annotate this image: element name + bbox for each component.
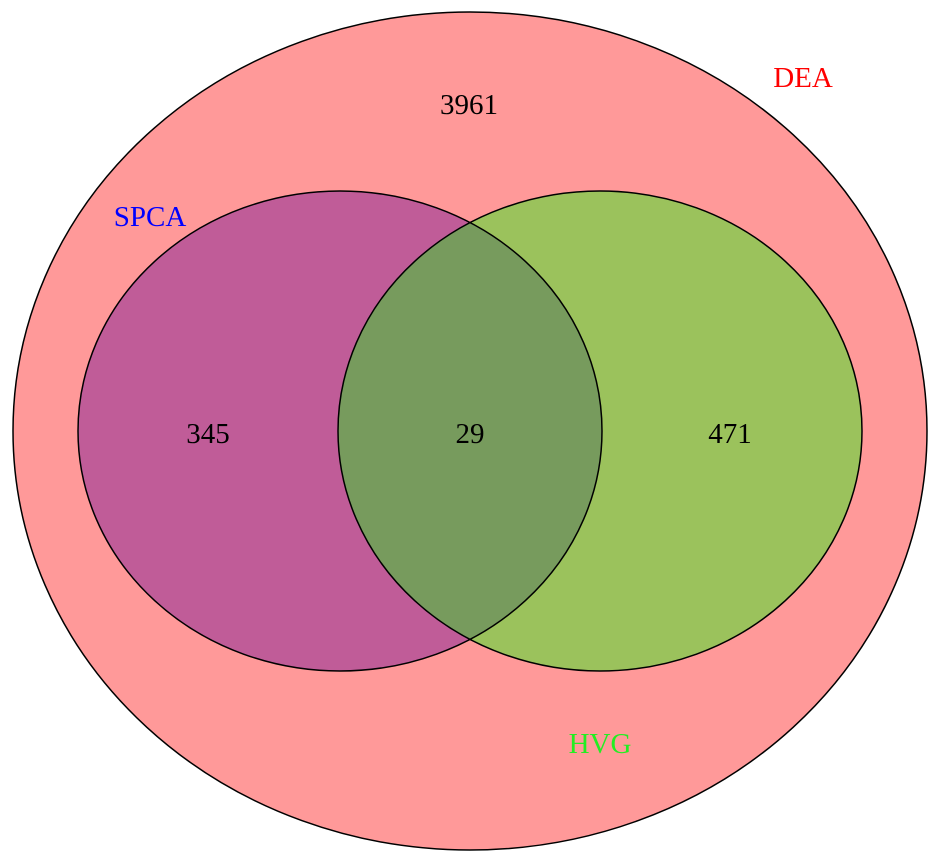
dea-only-count: 3961 xyxy=(440,89,498,121)
hvg-set-outline xyxy=(337,190,863,672)
spca-set-label: SPCA xyxy=(114,201,187,233)
hvg-set-label: HVG xyxy=(569,728,632,760)
spca-hvg-overlap-count: 29 xyxy=(456,418,485,450)
spca-set-outline xyxy=(77,190,603,672)
spca-hvg-overlap-region xyxy=(338,191,602,671)
spca-only-count: 345 xyxy=(186,418,230,450)
dea-set-label: DEA xyxy=(773,62,833,94)
hvg-only-count: 471 xyxy=(708,418,752,450)
